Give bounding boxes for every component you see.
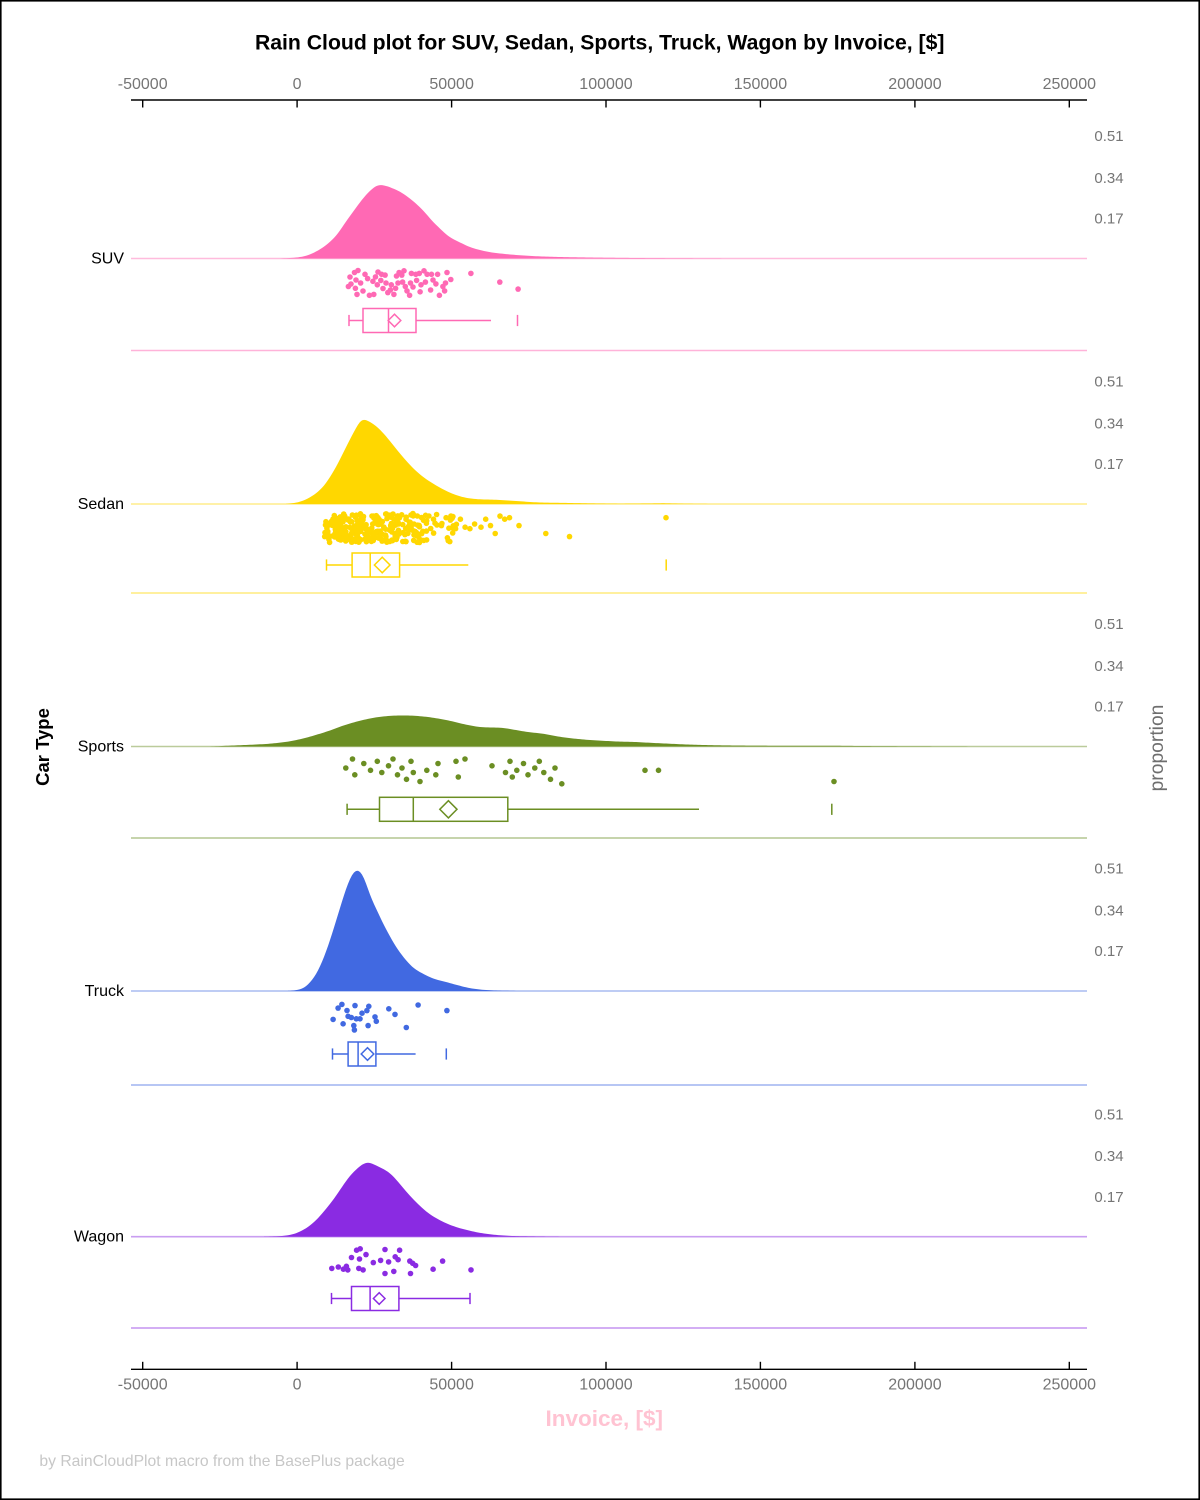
svg-text:0.17: 0.17 [1094, 211, 1123, 228]
svg-text:Wagon: Wagon [74, 1229, 124, 1246]
svg-text:0.17: 0.17 [1094, 699, 1123, 716]
svg-text:SUV: SUV [91, 251, 124, 268]
svg-text:200000: 200000 [888, 76, 941, 93]
svg-text:Sports: Sports [78, 739, 124, 756]
svg-text:0.34: 0.34 [1094, 902, 1123, 919]
svg-text:250000: 250000 [1043, 76, 1096, 93]
svg-text:250000: 250000 [1043, 1377, 1096, 1394]
svg-text:0.51: 0.51 [1094, 128, 1123, 145]
svg-text:0: 0 [293, 1377, 302, 1394]
svg-text:0.51: 0.51 [1094, 616, 1123, 633]
svg-text:150000: 150000 [734, 1377, 787, 1394]
svg-text:100000: 100000 [579, 76, 632, 93]
svg-text:proportion: proportion [1147, 705, 1168, 792]
svg-text:50000: 50000 [429, 1377, 474, 1394]
svg-text:0.34: 0.34 [1094, 170, 1123, 187]
svg-text:0.17: 0.17 [1094, 456, 1123, 473]
svg-text:50000: 50000 [429, 76, 474, 93]
svg-text:by RainCloudPlot macro from th: by RainCloudPlot macro from the BasePlus… [39, 1453, 405, 1470]
svg-text:Truck: Truck [85, 983, 125, 1000]
svg-text:-50000: -50000 [118, 76, 168, 93]
svg-text:100000: 100000 [579, 1377, 632, 1394]
svg-text:0.34: 0.34 [1094, 658, 1123, 675]
svg-text:0.51: 0.51 [1094, 861, 1123, 878]
svg-text:Invoice, [$]: Invoice, [$] [546, 1406, 664, 1431]
svg-text:150000: 150000 [734, 76, 787, 93]
svg-text:0.34: 0.34 [1094, 1148, 1123, 1165]
svg-text:0.34: 0.34 [1094, 415, 1123, 432]
svg-text:Rain Cloud plot for SUV, Sedan: Rain Cloud plot for SUV, Sedan, Sports, … [255, 32, 944, 55]
svg-text:0.17: 0.17 [1094, 943, 1123, 960]
svg-text:0: 0 [293, 76, 302, 93]
svg-text:-50000: -50000 [118, 1377, 168, 1394]
svg-text:0.51: 0.51 [1094, 1106, 1123, 1123]
svg-text:0.51: 0.51 [1094, 374, 1123, 391]
svg-text:200000: 200000 [888, 1377, 941, 1394]
svg-text:0.17: 0.17 [1094, 1189, 1123, 1206]
svg-text:Sedan: Sedan [78, 496, 124, 513]
svg-text:Car Type: Car Type [32, 708, 53, 786]
